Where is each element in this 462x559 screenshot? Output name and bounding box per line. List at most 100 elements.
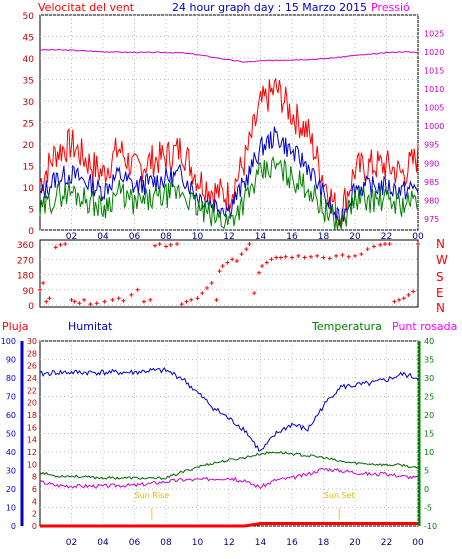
wind-x-tick: 08	[160, 232, 172, 242]
wind-y-tick: 45	[23, 34, 34, 44]
dir-point	[116, 296, 121, 301]
dir-y-tick: 360	[17, 241, 34, 251]
dir-point	[392, 299, 397, 304]
humidity-y-tick: 90	[6, 356, 16, 365]
rain-y-tick: 26	[27, 362, 37, 371]
wind-x-tick: 06	[129, 232, 141, 242]
humidity-y-tick: 60	[6, 411, 16, 420]
dir-point	[260, 264, 265, 269]
wind-x-tick: 16	[286, 232, 298, 242]
humidity-label: Humitat	[68, 320, 113, 333]
pressure-y-tick: 985	[424, 178, 439, 187]
pressure-y-tick: 1015	[424, 67, 444, 76]
dir-y-tick: 90	[23, 287, 35, 297]
wind-x-tick: 22	[381, 232, 392, 242]
dew-point-line	[39, 467, 419, 490]
dir-point	[406, 292, 411, 297]
dir-point	[346, 254, 351, 259]
dir-point	[353, 253, 357, 258]
wind-y-tick: 15	[23, 163, 34, 173]
direction-chart: 0 90 180 270 360	[17, 241, 420, 312]
dir-label-n-top: N	[436, 237, 445, 251]
pressure-y-tick: 1010	[424, 85, 444, 94]
wind-x-tick: 00	[412, 232, 424, 242]
dir-point	[247, 242, 252, 246]
dir-point	[148, 297, 153, 302]
dew-point-label: Punt rosada	[392, 320, 457, 333]
dir-point	[371, 244, 376, 249]
dir-y-tick: 0	[28, 302, 34, 312]
pressure-y-tick: 1020	[424, 48, 444, 57]
wind-series-line-2	[39, 155, 419, 231]
dir-point	[47, 296, 52, 301]
dir-point	[164, 244, 168, 249]
direction-panel-frame	[39, 239, 419, 308]
dir-label-w: W	[436, 253, 448, 267]
temperature-label: Temperatura	[311, 320, 382, 333]
rain-line	[40, 522, 418, 528]
temp-y-tick: 10	[424, 448, 434, 457]
dir-point	[94, 301, 99, 306]
dir-point	[327, 256, 332, 261]
humidity-y-tick: 100	[1, 337, 16, 346]
dir-point	[175, 242, 180, 246]
temp-x-tick: 14	[255, 538, 267, 548]
rain-y-tick: 24	[27, 374, 37, 383]
dir-point	[283, 254, 288, 259]
temp-x-tick: 18	[318, 538, 330, 548]
pressure-y-tick: 1000	[424, 122, 444, 131]
pressure-y-tick: 995	[424, 141, 439, 150]
wind-chart: 0510152025303540455097598098599099510001…	[23, 12, 445, 242]
dir-point	[63, 242, 68, 246]
dir-point	[179, 302, 184, 307]
dir-label-n-bottom: N	[436, 301, 445, 315]
dir-point	[256, 270, 261, 275]
temp-x-tick: 12	[223, 538, 234, 548]
wind-speed-label: Velocitat del vent	[38, 1, 135, 14]
dir-y-tick: 180	[17, 272, 34, 282]
temp-y-tick: 25	[424, 393, 434, 402]
wind-x-tick: 18	[318, 232, 330, 242]
humidity-y-tick: 30	[6, 467, 16, 476]
dir-point	[38, 287, 42, 292]
dir-point	[387, 242, 392, 246]
pressure-y-tick: 980	[424, 196, 439, 205]
rain-y-tick: 2	[32, 510, 37, 519]
dir-point	[141, 299, 146, 304]
wind-y-tick: 35	[23, 77, 34, 87]
temp-x-tick: 16	[286, 538, 298, 548]
dir-point	[334, 253, 339, 258]
dir-point	[340, 253, 345, 258]
dir-point	[274, 255, 279, 260]
dir-point	[152, 243, 157, 248]
dir-point	[82, 297, 87, 302]
temp-y-tick: 15	[424, 430, 434, 439]
dir-point	[102, 299, 107, 304]
rain-y-tick: 16	[27, 423, 37, 432]
rain-y-tick: 22	[27, 386, 37, 395]
dir-point	[189, 297, 194, 302]
dir-point	[209, 280, 214, 285]
sunset-label: Sun Set	[324, 491, 355, 500]
temp-y-tick: 0	[424, 485, 429, 494]
rain-y-tick: 0	[32, 522, 37, 531]
rain-y-tick: 12	[27, 448, 37, 457]
wind-y-tick: 25	[23, 120, 34, 130]
dir-point	[234, 258, 239, 263]
dir-point	[416, 242, 420, 246]
dir-point	[88, 302, 93, 307]
wind-y-tick: 5	[28, 206, 34, 216]
dir-point	[157, 242, 162, 246]
dir-point	[204, 286, 209, 291]
temp-x-tick: 04	[97, 538, 109, 548]
dir-point	[315, 253, 320, 258]
humidity-y-tick: 50	[6, 430, 16, 439]
temp-x-tick: 20	[349, 538, 361, 548]
wind-y-tick: 40	[23, 55, 35, 65]
temperature-chart: 0102030405060708090100024681012141618202…	[1, 337, 437, 548]
temp-x-tick: 08	[160, 538, 172, 548]
temp-x-tick: 00	[412, 538, 424, 548]
wind-y-tick: 0	[28, 227, 34, 237]
rain-y-tick: 6	[32, 485, 37, 494]
dir-y-tick: 270	[17, 256, 34, 266]
